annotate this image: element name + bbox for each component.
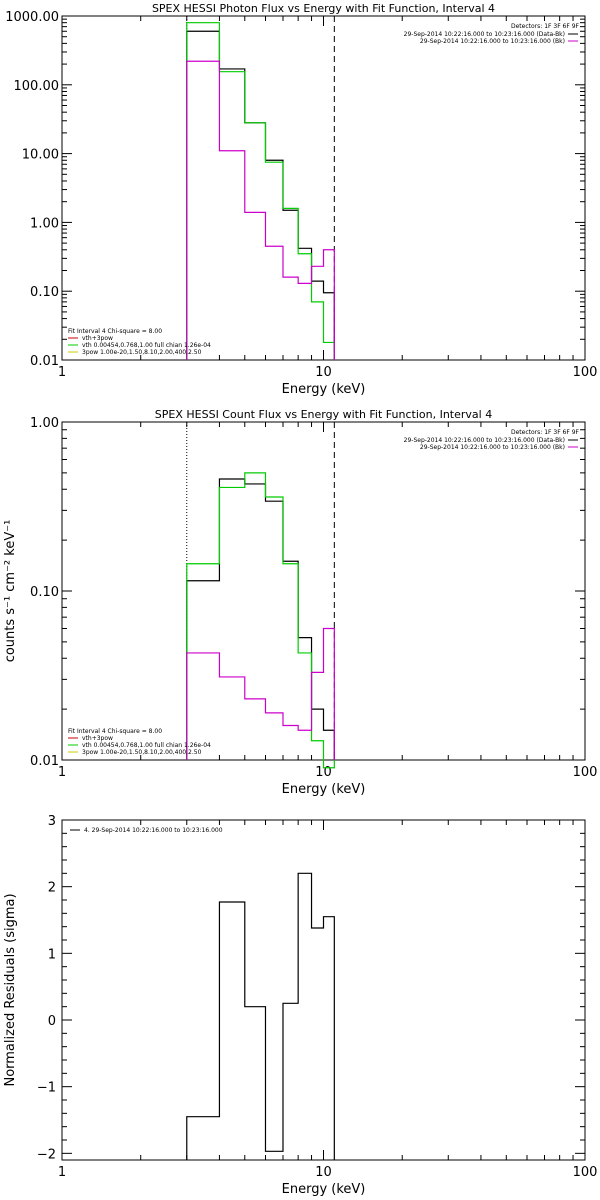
legend-bottom-entry: vth+3pow <box>68 335 113 342</box>
y-tick-label: 1000.00 <box>5 10 59 25</box>
legend-text: vth+3pow <box>82 735 113 742</box>
x-axis: 1 10 100 <box>58 422 598 780</box>
x-tick-label: 100 <box>573 365 598 380</box>
chart-title: SPEX HESSI Count Flux vs Energy with Fit… <box>155 408 492 421</box>
plot-frame <box>61 819 586 1161</box>
legend-top-entry: 29-Sep-2014 10:22:16.000 to 10:23:16.000… <box>420 38 578 45</box>
x-tick-label: 100 <box>573 765 598 780</box>
legend-bottom-entry: vth 0.00454,0.768,1.00 full chian 1.26e-… <box>68 342 211 349</box>
legend-bottom-entry: Fit Interval 4 Chi-square = 8.00 <box>68 328 162 335</box>
y-tick-label: 0 <box>48 1014 56 1029</box>
x-tick-label: 10 <box>315 365 332 380</box>
legend-text: vth 0.00454,0.768,1.00 full chian 1.26e-… <box>82 742 211 749</box>
y-tick-label: 3 <box>48 814 56 829</box>
y-tick-label: 0.01 <box>30 754 59 769</box>
legend-text: 29-Sep-2014 10:22:16.000 to 10:23:16.000… <box>420 444 565 451</box>
legend-bottom-entry: 3pow 1.00e-20,1.50,8.10,2.00,400,2.50 <box>68 349 202 356</box>
legend-text: 29-Sep-2014 10:22:16.000 to 10:23:16.000… <box>420 38 565 45</box>
y-tick-label: −2 <box>37 1147 56 1162</box>
y-tick-label: 0.10 <box>30 285 59 300</box>
y-axis-label: Normalized Residuals (sigma) <box>3 893 18 1086</box>
x-axis-label: Energy (keV) <box>282 782 366 797</box>
chart-title: SPEX HESSI Photon Flux vs Energy with Fi… <box>152 2 495 15</box>
y-tick-label: 100.00 <box>14 79 60 94</box>
legend-text: 29-Sep-2014 10:22:16.000 to 10:23:16.000… <box>404 437 565 444</box>
legend-top-entry: 29-Sep-2014 10:22:16.000 to 10:23:16.000… <box>404 31 578 38</box>
x-tick-label: 10 <box>315 765 332 780</box>
panel-1: SPEX HESSI Photon Flux vs Energy with Fi… <box>5 2 597 397</box>
y-tick-label: 1.00 <box>30 416 59 431</box>
legend-text: vth+3pow <box>82 335 113 342</box>
legend-text: 29-Sep-2014 10:22:16.000 to 10:23:16.000… <box>404 31 565 38</box>
y-tick-label: −1 <box>37 1081 56 1096</box>
x-axis-label: Energy (keV) <box>282 382 366 397</box>
y-tick-label: 10.00 <box>22 148 59 163</box>
x-tick-label: 1 <box>58 765 66 780</box>
legend-text: 4. 29-Sep-2014 10:22:16.000 to 10:23:16.… <box>84 827 223 834</box>
legend-top-entry: 4. 29-Sep-2014 10:22:16.000 to 10:23:16.… <box>70 827 223 834</box>
series-bk <box>186 60 335 360</box>
legend-bottom-entry: 3pow 1.00e-20,1.50,8.10,2.00,400,2.50 <box>68 749 202 756</box>
y-tick-label: 1 <box>48 947 56 962</box>
series-data-bk <box>186 30 335 360</box>
legend-text: Fit Interval 4 Chi-square = 8.00 <box>68 728 162 735</box>
x-axis-label: Energy (keV) <box>282 1182 366 1197</box>
y-axis: 3 2 1 0 −1 −2 <box>37 814 585 1162</box>
y-axis: 1.00 0.10 0.01 <box>30 416 585 769</box>
x-axis: 1 10 100 <box>58 16 598 380</box>
legend-top-entry: 29-Sep-2014 10:22:16.000 to 10:23:16.000… <box>420 444 578 451</box>
x-tick-label: 10 <box>315 1165 332 1180</box>
series-residuals <box>186 872 335 1160</box>
legend-bottom-entry: Fit Interval 4 Chi-square = 8.00 <box>68 728 162 735</box>
legend-bottom-entry: vth 0.00454,0.768,1.00 full chian 1.26e-… <box>68 742 211 749</box>
legend-top-entry: 29-Sep-2014 10:22:16.000 to 10:23:16.000… <box>404 437 578 444</box>
y-axis-label: counts s⁻¹ cm⁻² keV⁻¹ <box>3 520 18 663</box>
series-fit <box>186 472 335 769</box>
y-tick-label: 0.10 <box>30 585 59 600</box>
legend-text: vth 0.00454,0.768,1.00 full chian 1.26e-… <box>82 342 211 349</box>
panel-2: SPEX HESSI Count Flux vs Energy with Fit… <box>3 408 597 797</box>
x-tick-label: 100 <box>573 1165 598 1180</box>
y-tick-label: 2 <box>48 881 56 896</box>
detectors-label: Detectors: 1F 3F 6F 9F <box>511 23 580 30</box>
series-bk <box>186 627 335 760</box>
legend-text: Fit Interval 4 Chi-square = 8.00 <box>68 328 162 335</box>
y-tick-label: 1.00 <box>30 216 59 231</box>
series-fit <box>186 22 335 360</box>
legend-text: 3pow 1.00e-20,1.50,8.10,2.00,400,2.50 <box>82 349 202 356</box>
y-axis: 1000.00 100.00 10.00 1.00 0.10 0.01 <box>5 10 585 369</box>
legend-bottom-entry: vth+3pow <box>68 735 113 742</box>
series-data-bk <box>186 478 335 760</box>
x-tick-label: 1 <box>58 365 66 380</box>
x-tick-label: 1 <box>58 1165 66 1180</box>
x-axis: 1 10 100 <box>58 820 598 1180</box>
y-tick-label: 0.01 <box>30 354 59 369</box>
detectors-label: Detectors: 1F 3F 6F 9F <box>511 429 580 436</box>
legend-text: 3pow 1.00e-20,1.50,8.10,2.00,400,2.50 <box>82 749 202 756</box>
